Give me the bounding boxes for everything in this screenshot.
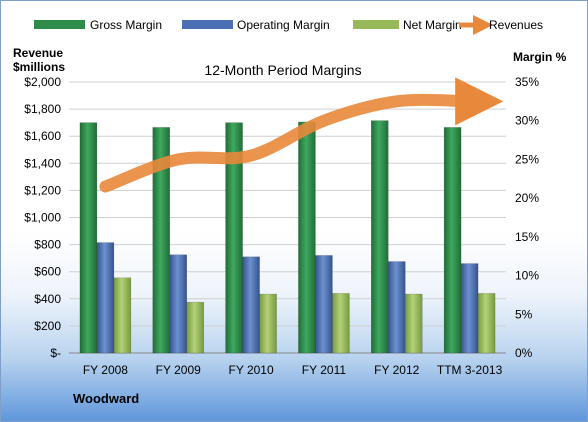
x-tick-label: TTM 3-2013 (437, 363, 503, 377)
y-left-tick-label: $2,000 (24, 75, 61, 89)
y-right-tick-label: 15% (515, 230, 539, 244)
y-left-label-line2: $millions (13, 60, 65, 74)
legend-item-net-margin[interactable]: Net Margin (353, 18, 462, 32)
y-left-tick-label: $200 (34, 319, 61, 333)
bar-net-margin[interactable] (332, 293, 350, 354)
x-tick-label: FY 2009 (156, 363, 201, 377)
revenue-line-group (99, 77, 504, 193)
bar-gross-margin[interactable] (443, 127, 462, 354)
y-right-tick-label: 20% (515, 191, 539, 205)
legend-label-revenues: Revenues (489, 18, 543, 32)
y-right-tick-label: 35% (515, 75, 539, 89)
bar-net-margin[interactable] (186, 301, 204, 354)
legend-swatch-net-margin (353, 20, 399, 29)
legend-label-gross-margin: Gross Margin (90, 18, 162, 32)
y-left-tick-label: $600 (34, 265, 61, 279)
y-right-label: Margin % (513, 50, 567, 64)
y-left-tick-label: $1,000 (24, 211, 61, 225)
bar-gross-margin[interactable] (79, 122, 98, 354)
legend-swatch-gross-margin (34, 20, 85, 29)
bar-gross-margin[interactable] (298, 121, 316, 354)
y-right-tick-label: 0% (515, 346, 533, 360)
bar-net-margin[interactable] (405, 293, 423, 354)
bar-operating-margin[interactable] (169, 254, 187, 354)
chart-title: 12-Month Period Margins (204, 62, 361, 78)
bar-operating-margin[interactable] (388, 261, 406, 354)
bar-operating-margin[interactable] (96, 242, 115, 354)
y-left-tick-label: $1,200 (24, 183, 61, 197)
x-tick-label: FY 2010 (229, 363, 274, 377)
y-left-tick-label: $- (50, 346, 61, 360)
y-left-tick-label: $1,600 (24, 129, 61, 143)
y-right-tick-label: 25% (515, 152, 539, 166)
y-right-tick-label: 10% (515, 269, 539, 283)
y-right-tick-label: 30% (515, 114, 539, 128)
bar-gross-margin[interactable] (371, 120, 389, 354)
gridlines (69, 81, 506, 354)
y-left-tick-labels: $- $200 $400 $600 $800 $1,000 $1,200 $1,400 $1,6… (24, 75, 61, 360)
x-tick-label: FY 2012 (374, 363, 419, 377)
x-tick-labels: FY 2008 FY 2009 FY 2010 FY 2011 FY 2012 TTM 3… (83, 363, 503, 377)
bar-net-margin[interactable] (259, 293, 277, 354)
company-label: Woodward (73, 391, 139, 406)
legend-label-net-margin: Net Margin (403, 18, 462, 32)
y-left-tick-label: $400 (34, 292, 61, 306)
legend-item-operating-margin[interactable]: Operating Margin (182, 18, 330, 32)
bar-gross-margin[interactable] (225, 122, 243, 354)
bar-operating-margin[interactable] (460, 263, 479, 354)
revenue-line[interactable] (99, 77, 504, 193)
y-left-label-line1: Revenue (13, 46, 63, 60)
bar-operating-margin[interactable] (242, 256, 260, 354)
legend-label-operating-margin: Operating Margin (237, 18, 330, 32)
x-tick-label: FY 2011 (302, 363, 347, 377)
y-left-tick-label: $1,400 (24, 156, 61, 170)
bar-operating-margin[interactable] (315, 255, 333, 354)
y-left-tick-label: $1,800 (24, 102, 61, 116)
x-tick-label: FY 2008 (83, 363, 128, 377)
legend-item-gross-margin[interactable]: Gross Margin (34, 18, 162, 32)
y-right-tick-label: 5% (515, 307, 533, 321)
legend-swatch-operating-margin (182, 20, 233, 29)
bar-net-margin[interactable] (477, 293, 496, 354)
y-left-tick-label: $800 (34, 238, 61, 252)
legend-item-revenues[interactable]: Revenues (459, 15, 543, 35)
bar-gross-margin[interactable] (152, 127, 170, 354)
bars (79, 120, 496, 354)
y-right-tick-labels: 0% 5% 10% 15% 20% 25% 30% 35% (515, 75, 539, 360)
legend: Gross Margin Operating Margin Net Margin… (34, 15, 543, 35)
bar-net-margin[interactable] (113, 277, 132, 354)
